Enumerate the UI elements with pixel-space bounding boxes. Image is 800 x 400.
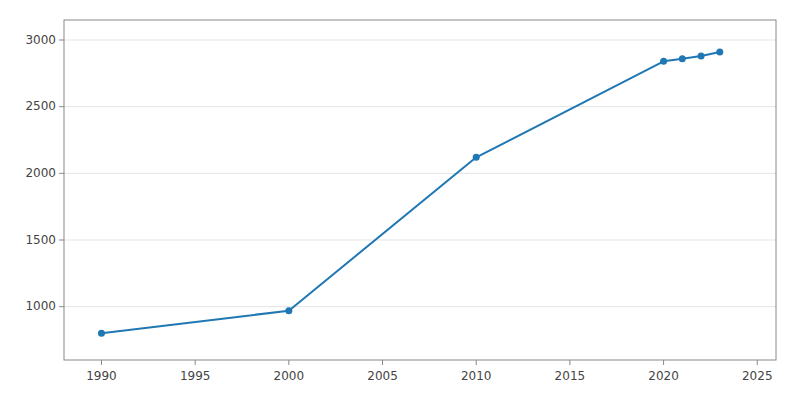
y-tick (59, 306, 64, 307)
point (285, 307, 292, 314)
line (101, 52, 719, 333)
x-tick-label: 2015 (555, 369, 586, 383)
y-tick (59, 106, 64, 107)
x-tick-label: 1990 (86, 369, 117, 383)
x-tick (101, 360, 102, 365)
point (473, 154, 480, 161)
x-tick-label: 2005 (367, 369, 398, 383)
plot-frame (64, 20, 776, 360)
x-tick (663, 360, 664, 365)
point (679, 55, 686, 62)
point (660, 58, 667, 65)
x-tick (288, 360, 289, 365)
plot-background (64, 20, 776, 360)
x-tick-label: 2000 (274, 369, 305, 383)
point (98, 330, 105, 337)
x-tick (195, 360, 196, 365)
y-tick (59, 240, 64, 241)
y-tick (59, 173, 64, 174)
y-grid-line (64, 106, 776, 107)
y-grid-line (64, 40, 776, 41)
y-grid-line (64, 306, 776, 307)
axes: 1000 1500 2000 2500 3000 1990 1995 2000 2005 2010… (25, 20, 776, 383)
x-tick (569, 360, 570, 365)
x-tick (757, 360, 758, 365)
y-grid-line (64, 173, 776, 174)
chart-svg: 1000 1500 2000 2500 3000 1990 1995 2000 2005 2010… (0, 0, 800, 400)
chart-container: 1000 1500 2000 2500 3000 1990 1995 2000 2005 2010… (0, 0, 800, 400)
x-tick-label: 2020 (648, 369, 679, 383)
point (716, 49, 723, 56)
y-tick-label: 1500 (25, 233, 56, 247)
grid (64, 40, 776, 307)
y-tick-label: 3000 (25, 33, 56, 47)
series (98, 49, 723, 337)
y-grid-line (64, 240, 776, 241)
y-tick-label: 1000 (25, 299, 56, 313)
x-tick-label: 2010 (461, 369, 492, 383)
y-tick-label: 2500 (25, 99, 56, 113)
y-tick (59, 40, 64, 41)
x-tick (476, 360, 477, 365)
y-tick-label: 2000 (25, 166, 56, 180)
x-tick-label: 2025 (742, 369, 773, 383)
x-tick (382, 360, 383, 365)
x-tick-label: 1995 (180, 369, 211, 383)
point (698, 53, 705, 60)
